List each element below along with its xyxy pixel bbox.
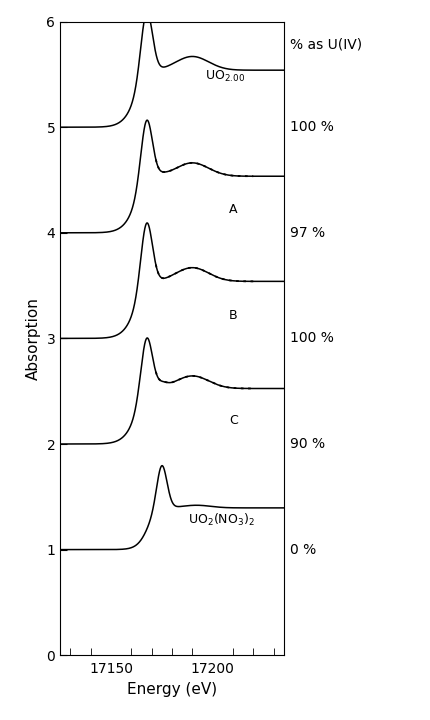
Text: UO$_2$(NO$_3$)$_2$: UO$_2$(NO$_3$)$_2$: [188, 512, 255, 528]
Text: % as U(IV): % as U(IV): [290, 38, 362, 52]
Text: UO$_{2.00}$: UO$_{2.00}$: [205, 69, 245, 84]
Text: 0 %: 0 %: [290, 543, 316, 557]
Text: B: B: [229, 309, 237, 322]
Text: C: C: [229, 414, 238, 427]
Y-axis label: Absorption: Absorption: [26, 297, 41, 380]
Text: A: A: [229, 203, 237, 216]
X-axis label: Energy (eV): Energy (eV): [127, 682, 217, 697]
Text: 97 %: 97 %: [290, 226, 326, 240]
Text: 90 %: 90 %: [290, 437, 326, 451]
Text: 100 %: 100 %: [290, 331, 334, 346]
Text: 100 %: 100 %: [290, 120, 334, 134]
